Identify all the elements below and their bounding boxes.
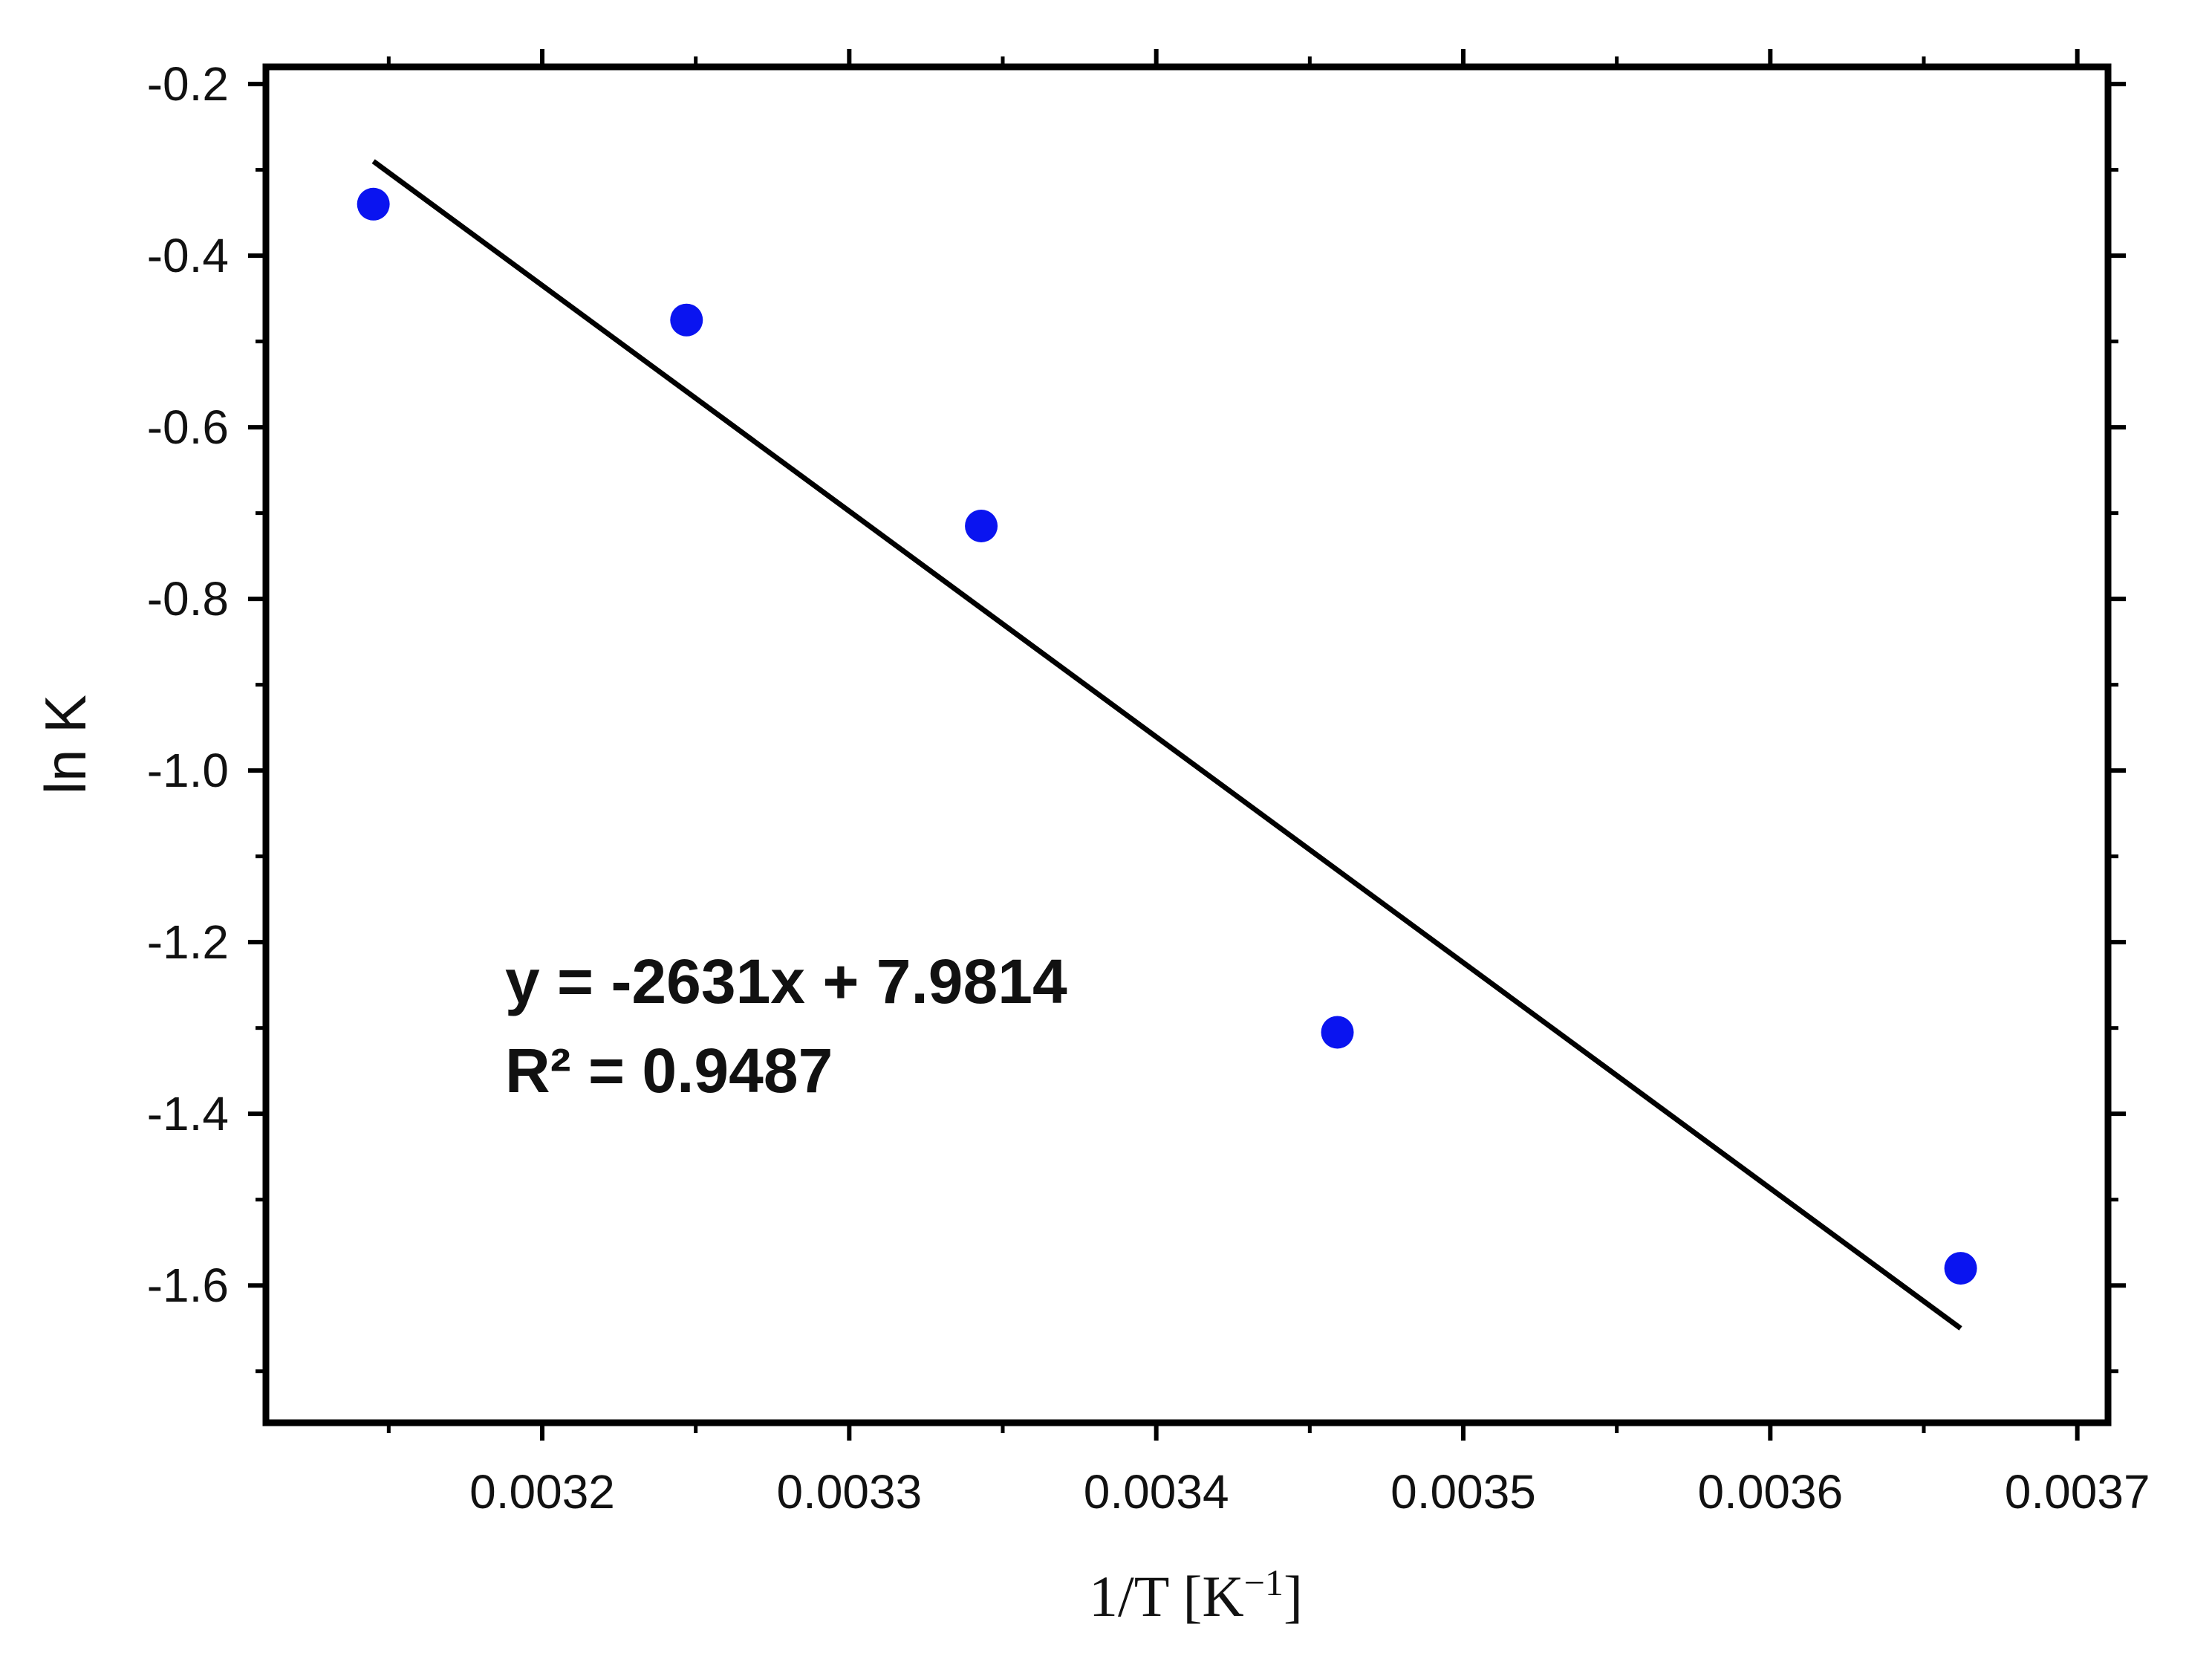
- data-point: [357, 187, 390, 221]
- x-axis: 0.0032 0.0033 0.0034 0.0035 0.0036 0.0037: [386, 49, 2150, 1519]
- r-squared-label: R² = 0.9487: [505, 1036, 833, 1106]
- y-tick-label: -1.2: [147, 915, 229, 969]
- x-tick-label: 0.0033: [776, 1465, 922, 1519]
- fit-line: [371, 159, 1962, 1331]
- equation-label: y = -2631x + 7.9814: [505, 947, 1067, 1016]
- y-tick-label: -1.4: [147, 1087, 229, 1140]
- y-tick-label: -1.6: [147, 1259, 229, 1312]
- x-axis-label-superscript: −1: [1244, 1562, 1284, 1603]
- data-point: [670, 303, 703, 337]
- y-tick-label: -0.8: [147, 572, 229, 626]
- x-tick-label: 0.0032: [469, 1465, 615, 1519]
- y-tick-label: -1.0: [147, 744, 229, 797]
- data-points: [357, 187, 1977, 1285]
- y-tick-label: -0.6: [147, 400, 229, 454]
- data-point: [965, 509, 998, 542]
- plot-frame: [262, 63, 2112, 1426]
- data-point: [1944, 1252, 1977, 1285]
- x-tick-label: 0.0034: [1084, 1465, 1229, 1519]
- y-tick-label: -0.2: [147, 57, 229, 111]
- x-tick-label: 0.0037: [2005, 1465, 2150, 1519]
- y-axis: -0.2 -0.4 -0.6 -0.8 -1.0 -1.2 -1.4 -1.6: [147, 57, 2126, 1374]
- y-tick-label: -0.4: [147, 229, 229, 282]
- data-point: [1321, 1016, 1354, 1049]
- x-axis-label-end: ]: [1284, 1564, 1303, 1629]
- y-axis-label: ln K: [33, 695, 98, 794]
- x-tick-label: 0.0035: [1390, 1465, 1536, 1519]
- x-axis-label: 1/T [K−1]: [1089, 1562, 1303, 1629]
- x-tick-label: 0.0036: [1697, 1465, 1843, 1519]
- x-axis-label-main: 1/T [K: [1089, 1564, 1244, 1629]
- fit-line-group: [371, 159, 1962, 1331]
